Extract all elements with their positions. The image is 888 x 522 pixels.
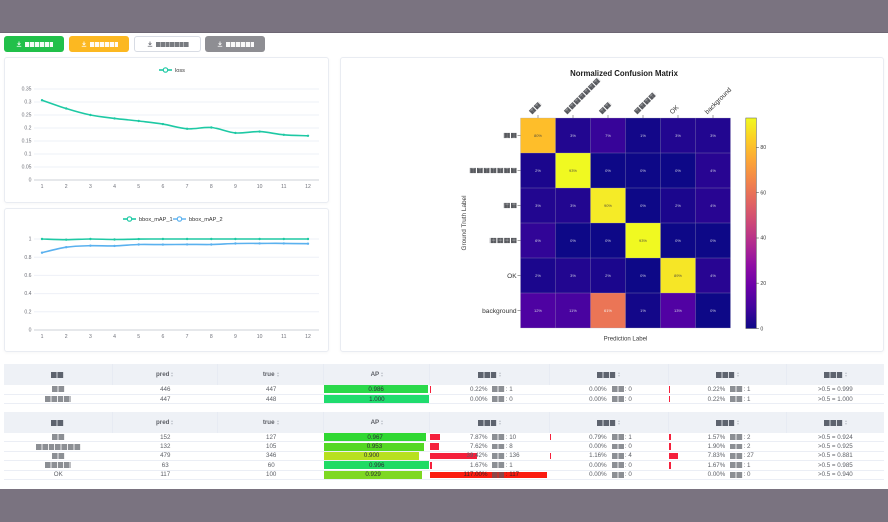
svg-text:11%: 11% [569, 308, 577, 313]
svg-text:6: 6 [161, 334, 164, 340]
svg-text:4%: 4% [710, 168, 716, 173]
svg-text:0%: 0% [640, 168, 646, 173]
svg-text:background: background [704, 86, 734, 116]
svg-text:0%: 0% [710, 308, 716, 313]
svg-text:11: 11 [281, 334, 286, 340]
svg-text:0%: 0% [710, 238, 716, 243]
svg-text:11: 11 [281, 184, 286, 190]
svg-text:2%: 2% [675, 203, 681, 208]
svg-text:90%: 90% [604, 203, 612, 208]
svg-text:3: 3 [89, 334, 92, 340]
svg-text:8: 8 [210, 334, 213, 340]
svg-text:7%: 7% [605, 133, 611, 138]
svg-text:4%: 4% [710, 273, 716, 278]
svg-text:bbox_mAP_2: bbox_mAP_2 [189, 217, 223, 223]
svg-text:61%: 61% [604, 308, 612, 313]
svg-text:9: 9 [234, 184, 237, 190]
svg-text:bbox_mAP_1: bbox_mAP_1 [139, 217, 173, 223]
svg-text:4%: 4% [710, 203, 716, 208]
svg-text:12: 12 [305, 184, 311, 190]
svg-text:0.4: 0.4 [24, 291, 31, 297]
svg-text:3: 3 [89, 184, 92, 190]
svg-text:2%: 2% [535, 168, 541, 173]
svg-text:3%: 3% [570, 273, 576, 278]
svg-text:Prediction Label: Prediction Label [604, 336, 648, 343]
svg-text:20: 20 [760, 281, 766, 287]
svg-text:6: 6 [161, 184, 164, 190]
svg-text:80: 80 [760, 145, 766, 151]
svg-text:0.2: 0.2 [24, 309, 31, 315]
svg-text:1%: 1% [640, 308, 646, 313]
svg-text:93%: 93% [639, 238, 647, 243]
svg-text:4: 4 [113, 334, 116, 340]
svg-text:12: 12 [305, 334, 311, 340]
svg-text:3%: 3% [675, 133, 681, 138]
svg-text:10: 10 [257, 334, 263, 340]
svg-text:4: 4 [113, 184, 116, 190]
svg-text:93%: 93% [569, 168, 577, 173]
svg-text:0.8: 0.8 [24, 255, 31, 261]
svg-text:10: 10 [257, 184, 263, 190]
svg-text:0%: 0% [675, 238, 681, 243]
svg-text:12%: 12% [534, 308, 542, 313]
svg-text:background: background [482, 308, 517, 315]
svg-text:5: 5 [137, 184, 140, 190]
svg-text:0.25: 0.25 [22, 113, 32, 119]
svg-text:3%: 3% [710, 133, 716, 138]
svg-text:2%: 2% [535, 273, 541, 278]
svg-text:40: 40 [760, 236, 766, 242]
svg-text:3%: 3% [535, 203, 541, 208]
svg-text:Normalized Confusion Matrix: Normalized Confusion Matrix [570, 69, 679, 78]
svg-text:0.3: 0.3 [24, 100, 31, 106]
svg-text:3%: 3% [570, 203, 576, 208]
svg-text:0.2: 0.2 [24, 126, 31, 132]
svg-text:1%: 1% [640, 133, 646, 138]
svg-text:1: 1 [29, 237, 32, 243]
svg-text:2: 2 [65, 184, 68, 190]
svg-text:0: 0 [29, 178, 32, 184]
svg-text:0%: 0% [605, 168, 611, 173]
svg-text:6%: 6% [535, 238, 541, 243]
svg-text:1: 1 [41, 184, 44, 190]
svg-text:7: 7 [186, 334, 189, 340]
svg-text:80%: 80% [534, 133, 542, 138]
svg-text:OK: OK [507, 273, 517, 280]
svg-text:89%: 89% [674, 273, 682, 278]
svg-text:0%: 0% [640, 203, 646, 208]
svg-text:0.35: 0.35 [22, 87, 32, 93]
svg-text:2%: 2% [605, 273, 611, 278]
svg-text:7: 7 [186, 184, 189, 190]
svg-text:0.1: 0.1 [24, 152, 31, 158]
svg-text:0%: 0% [640, 273, 646, 278]
svg-text:Ground Truth Label: Ground Truth Label [461, 195, 468, 250]
svg-text:9: 9 [234, 334, 237, 340]
svg-text:loss: loss [175, 68, 185, 74]
svg-text:OK: OK [669, 104, 681, 116]
svg-text:0%: 0% [570, 238, 576, 243]
svg-text:0.6: 0.6 [24, 273, 31, 279]
svg-text:13%: 13% [674, 308, 682, 313]
svg-text:0%: 0% [675, 168, 681, 173]
svg-text:2: 2 [65, 334, 68, 340]
svg-text:8: 8 [210, 184, 213, 190]
svg-text:1: 1 [41, 334, 44, 340]
svg-text:3%: 3% [570, 133, 576, 138]
svg-text:0%: 0% [605, 238, 611, 243]
svg-text:0: 0 [29, 328, 32, 334]
svg-text:5: 5 [137, 334, 140, 340]
svg-text:60: 60 [760, 190, 766, 196]
svg-text:0.15: 0.15 [22, 139, 32, 145]
svg-text:0: 0 [760, 326, 763, 332]
svg-text:0.05: 0.05 [22, 165, 32, 171]
